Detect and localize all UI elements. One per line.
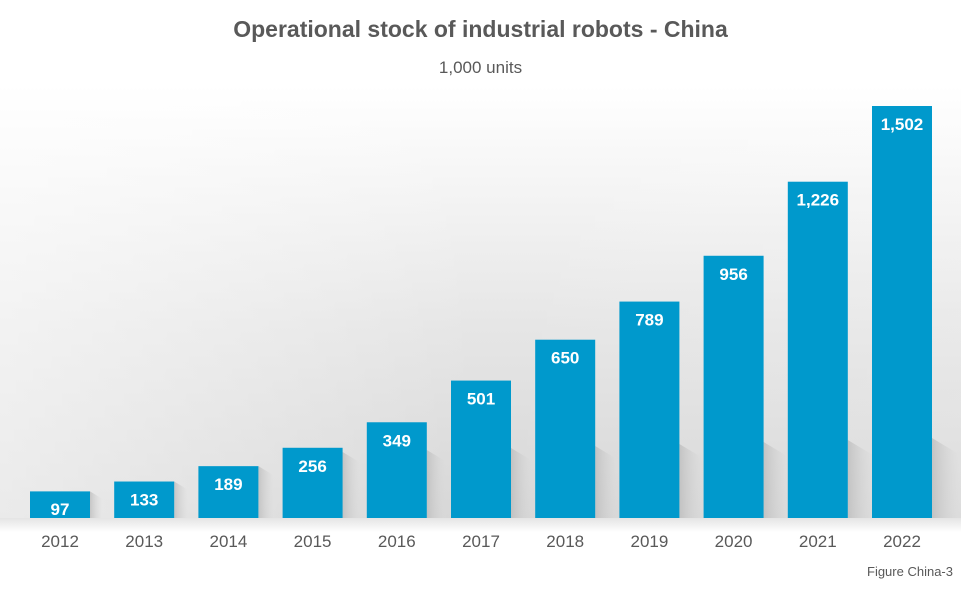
bar-2018 (535, 339, 596, 518)
x-tick-label: 2013 (125, 532, 163, 551)
bar-labels-group: 97 133 189 256 349 501 650 789 956 1,226 1,502 (51, 115, 924, 519)
bar-2021 (787, 181, 848, 518)
bar-shadows (90, 438, 959, 518)
bar-2020 (703, 255, 764, 518)
bar-value-label: 1,226 (797, 191, 840, 210)
x-tick-label: 2021 (799, 532, 837, 551)
bar-shadow (932, 438, 959, 518)
bar-value-label: 501 (467, 390, 495, 409)
bar-shadow (679, 444, 702, 518)
x-tick-label: 2012 (41, 532, 79, 551)
bar-value-label: 97 (51, 500, 70, 519)
x-tick-label: 2020 (715, 532, 753, 551)
bar-2019 (619, 301, 680, 518)
bar-shadow (258, 466, 274, 518)
chart-title: Operational stock of industrial robots -… (233, 16, 728, 42)
x-axis-ticks: 2012 2013 2014 2015 2016 2017 2018 2019 2020 2021… (41, 532, 921, 551)
x-tick-label: 2019 (630, 532, 668, 551)
bar-shadow (763, 442, 788, 518)
x-tick-label: 2016 (378, 532, 416, 551)
x-tick-label: 2017 (462, 532, 500, 551)
x-tick-label: 2015 (294, 532, 332, 551)
x-tick-label: 2018 (546, 532, 584, 551)
bar-2016 (366, 422, 427, 518)
chart-subtitle: 1,000 units (438, 58, 523, 77)
bar-shadow (174, 481, 188, 518)
bar-value-label: 189 (214, 475, 242, 494)
bar-shadow (342, 452, 360, 518)
bar-2013 (114, 481, 175, 518)
bar-shadow (847, 440, 874, 518)
bar-shadow (511, 448, 531, 518)
bar-value-label: 956 (719, 265, 747, 284)
bar-2015 (282, 447, 343, 518)
bar-value-label: 133 (130, 491, 158, 510)
bar-value-label: 1,502 (881, 115, 924, 134)
bar-2017 (451, 380, 511, 518)
figure-caption: Figure China-3 (867, 564, 953, 579)
bar-value-label: 789 (635, 311, 663, 330)
bar-2014 (198, 466, 259, 518)
x-tick-label: 2014 (209, 532, 247, 551)
bar-2022 (872, 106, 932, 518)
x-tick-label: 2022 (883, 532, 921, 551)
bar-value-label: 349 (383, 431, 411, 450)
bar-2012 (30, 491, 90, 518)
bar-shadow (595, 446, 617, 518)
bar-shadow (426, 450, 445, 518)
bar-value-label: 650 (551, 349, 579, 368)
bar-value-label: 256 (298, 457, 326, 476)
bar-shadow (90, 491, 102, 518)
bars-group (30, 106, 932, 518)
